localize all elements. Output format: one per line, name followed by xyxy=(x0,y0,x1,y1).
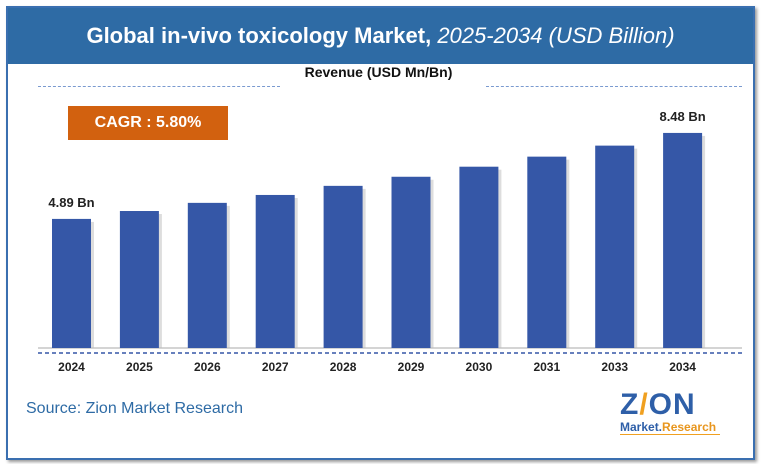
source-text: Source: Zion Market Research xyxy=(26,400,243,417)
x-tick-label: 2026 xyxy=(194,360,221,374)
x-tick-label: 2024 xyxy=(58,360,85,374)
divider-left xyxy=(38,86,280,87)
chart-subtitle: Revenue (USD Mn/Bn) xyxy=(304,64,453,80)
bar-2033 xyxy=(595,145,635,348)
bar-2025 xyxy=(119,211,159,348)
title-years: 2025-2034 (USD Billion) xyxy=(437,23,675,48)
bar-2027 xyxy=(255,194,295,348)
zion-logo: Z/ON Market.Research xyxy=(620,390,720,440)
x-tick-label: 2025 xyxy=(126,360,153,374)
x-tick-label: 2031 xyxy=(533,360,560,374)
chart-title: Global in-vivo toxicology Market, 2025-2… xyxy=(8,8,753,64)
x-tick-label: 2030 xyxy=(466,360,493,374)
bar-2031 xyxy=(527,156,567,348)
divider-right xyxy=(486,86,742,87)
x-tick-label: 2034 xyxy=(669,360,696,374)
bar-2030 xyxy=(459,166,499,348)
bar-2029 xyxy=(391,176,431,348)
x-tick-label: 2028 xyxy=(330,360,357,374)
data-label: 8.48 Bn xyxy=(659,109,705,124)
x-tick-label: 2029 xyxy=(398,360,425,374)
cagr-badge: CAGR : 5.80% xyxy=(68,106,228,140)
x-tick-label: 2027 xyxy=(262,360,289,374)
bar-2024 xyxy=(52,218,91,348)
title-main: Global in-vivo toxicology Market, xyxy=(86,23,432,48)
bar-2028 xyxy=(323,185,363,348)
data-label: 4.89 Bn xyxy=(48,195,94,210)
bar-2034 xyxy=(663,132,703,348)
x-tick-label: 2033 xyxy=(601,360,628,374)
bar-2026 xyxy=(187,202,227,348)
